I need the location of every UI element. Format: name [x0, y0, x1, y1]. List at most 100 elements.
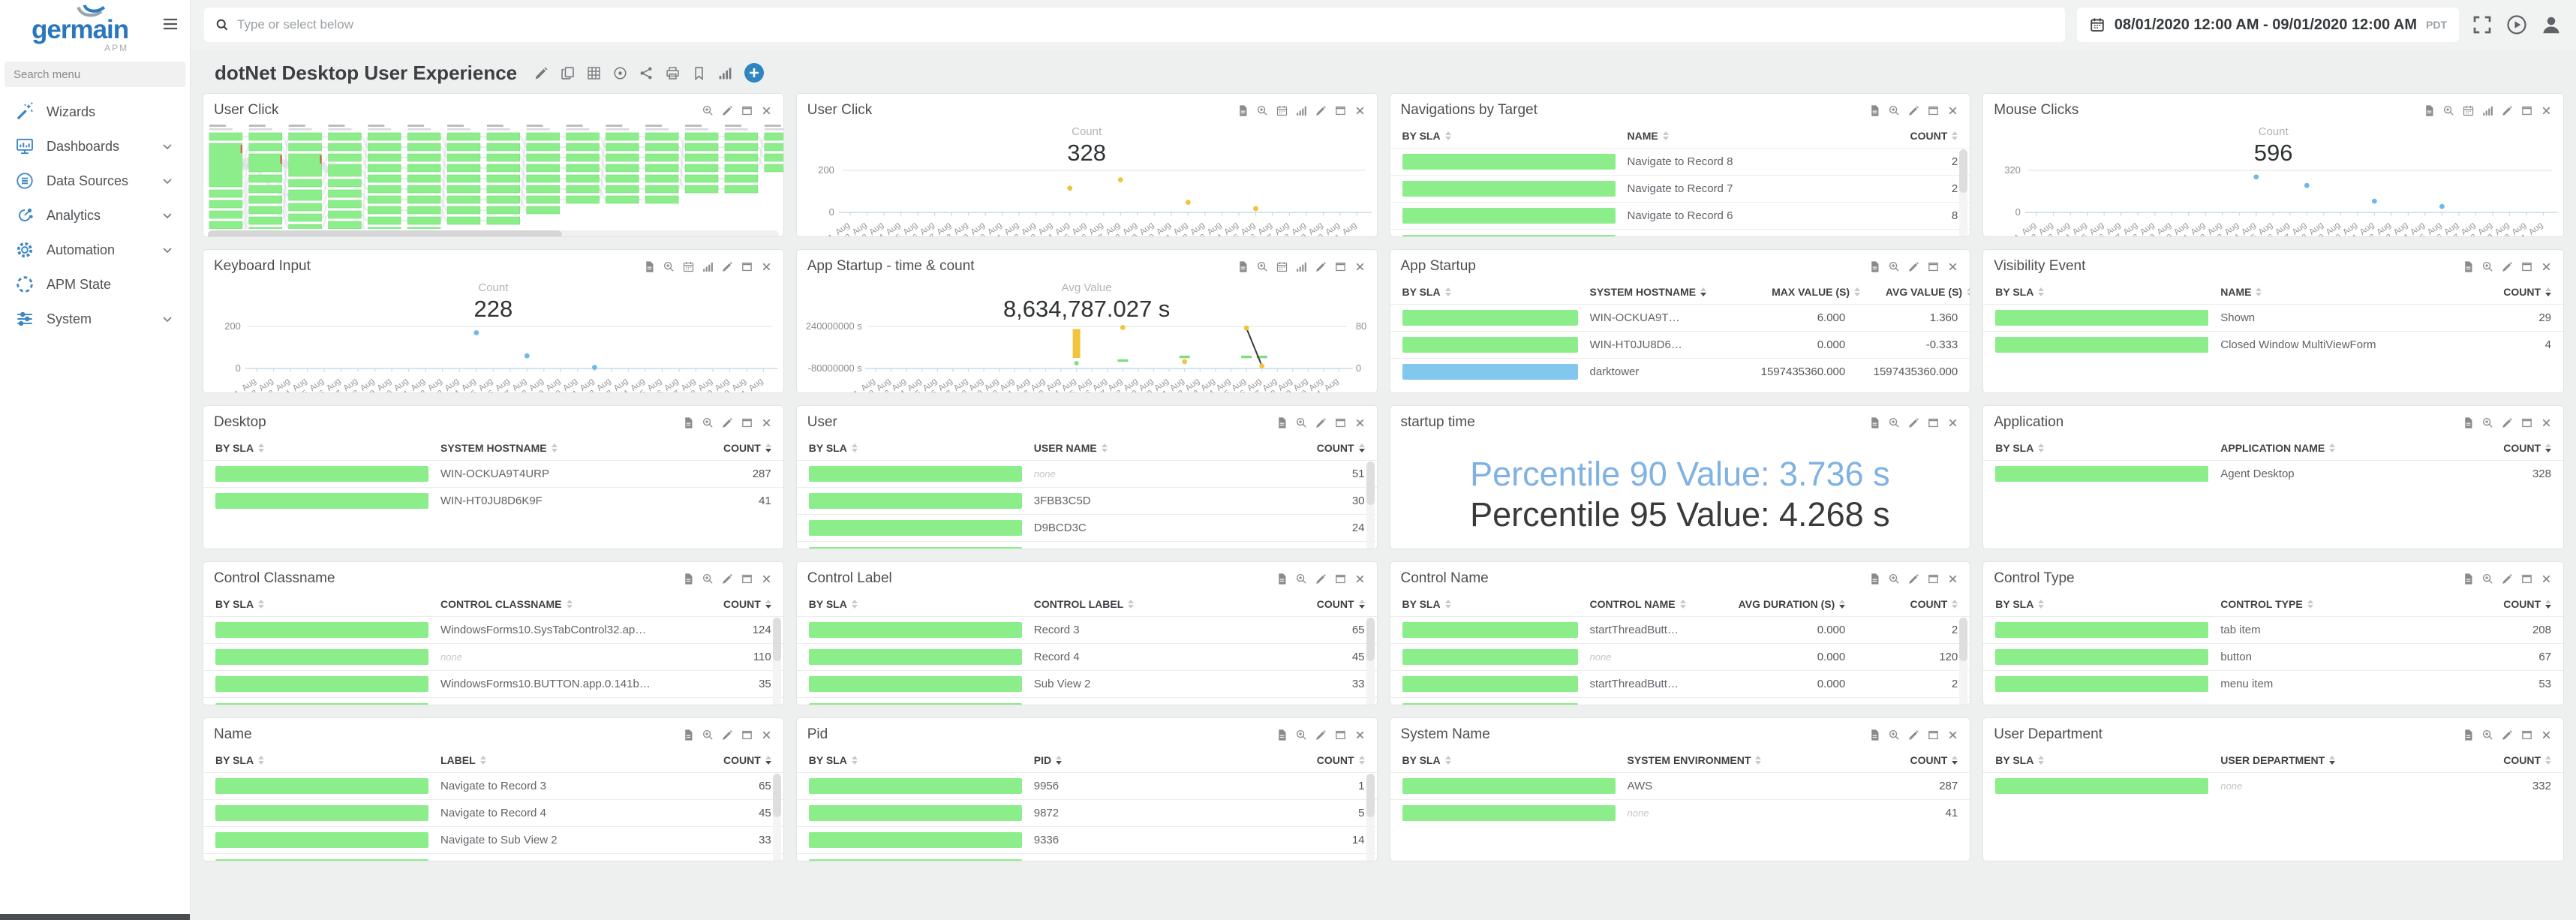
edit-icon[interactable] [1907, 729, 1920, 741]
share-icon[interactable] [639, 65, 654, 81]
column-header-avg-duration-s[interactable]: AVG DURATION (S) [1691, 598, 1846, 610]
close-icon[interactable] [1946, 729, 1959, 741]
column-header-count[interactable]: COUNT [1845, 754, 1958, 766]
sidebar-item-system[interactable]: System [0, 302, 190, 336]
column-header-control-type[interactable]: CONTROL TYPE [2220, 598, 2439, 610]
close-icon[interactable] [1354, 729, 1366, 741]
table-row[interactable]: Navigate to Record 6 8 [1390, 202, 1970, 229]
zoom-icon[interactable] [702, 416, 714, 429]
close-icon[interactable] [1946, 260, 1959, 273]
edit-icon[interactable] [1907, 104, 1920, 117]
window-icon[interactable] [1927, 104, 1940, 117]
csv-icon[interactable] [1868, 260, 1881, 273]
edit-icon[interactable] [1315, 416, 1327, 429]
table-row[interactable]: none 51 [796, 460, 1377, 487]
table-row[interactable]: none 41 [1390, 799, 1970, 826]
table-row[interactable]: Navigate to Record 7 2 [1390, 175, 1970, 202]
close-icon[interactable] [2540, 729, 2553, 741]
column-header-by-sla[interactable]: BY SLA [215, 754, 440, 766]
edit-icon[interactable] [1315, 104, 1327, 117]
edit-icon[interactable] [721, 416, 734, 429]
zoom-icon[interactable] [663, 260, 675, 273]
column-header-count[interactable]: COUNT [2439, 286, 2551, 298]
table-row[interactable]: WindowsForms10.BUTTON.app.0.141b42a_r12_… [203, 670, 783, 697]
window-icon[interactable] [741, 416, 753, 429]
window-icon[interactable] [1927, 416, 1940, 429]
zoom-icon[interactable] [1295, 573, 1308, 585]
column-header-control-label[interactable]: CONTROL LABEL [1034, 598, 1252, 610]
table-row[interactable]: Agent Desktop 328 [1983, 460, 2563, 487]
csv-icon[interactable] [643, 260, 656, 273]
sidebar-item-data-sources[interactable]: Data Sources [0, 164, 190, 198]
global-search-input[interactable]: Type or select below [204, 8, 2065, 42]
table-row[interactable]: 9956 1 [796, 772, 1377, 799]
csv-icon[interactable] [1868, 729, 1881, 741]
close-icon[interactable] [760, 416, 773, 429]
edit-icon[interactable] [1315, 260, 1327, 273]
edit-icon[interactable] [2501, 104, 2514, 117]
vertical-scrollbar[interactable] [772, 618, 781, 705]
zoom-icon[interactable] [2481, 260, 2494, 273]
column-header-system-environment[interactable]: SYSTEM ENVIRONMENT [1628, 754, 1846, 766]
close-icon[interactable] [2540, 416, 2553, 429]
vertical-scrollbar[interactable] [1959, 618, 1968, 705]
zoom-icon[interactable] [1256, 104, 1269, 117]
window-icon[interactable] [2520, 260, 2533, 273]
table-row[interactable]: 3FBB3C5D 30 [796, 487, 1377, 514]
column-header-control-name[interactable]: CONTROL NAME [1590, 598, 1692, 610]
zoom-icon[interactable] [1888, 573, 1901, 585]
window-icon[interactable] [1927, 729, 1940, 741]
sidebar-item-wizards[interactable]: Wizards [0, 95, 190, 129]
zoom-icon[interactable] [702, 573, 714, 585]
csv-icon[interactable] [2462, 573, 2475, 585]
calendar-icon[interactable] [1276, 104, 1288, 117]
column-header-count[interactable]: COUNT [1252, 598, 1365, 610]
csv-icon[interactable] [682, 573, 695, 585]
vertical-scrollbar[interactable] [1366, 618, 1375, 705]
grid-icon[interactable] [586, 65, 602, 81]
bars-icon[interactable] [1295, 104, 1308, 117]
edit-icon[interactable] [2501, 729, 2514, 741]
column-header-by-sla[interactable]: BY SLA [1402, 130, 1628, 142]
window-icon[interactable] [741, 573, 753, 585]
column-header-count[interactable]: COUNT [1845, 598, 1958, 610]
close-icon[interactable] [2540, 260, 2553, 273]
csv-icon[interactable] [2462, 729, 2475, 741]
window-icon[interactable] [741, 104, 753, 117]
table-row[interactable]: startThreadButton3 0.000 2 [1390, 670, 1970, 697]
edit-icon[interactable] [534, 65, 549, 81]
column-header-max-value-s[interactable]: MAX VALUE (S) [1706, 286, 1861, 298]
user-icon[interactable] [2540, 14, 2562, 36]
csv-icon[interactable] [1237, 260, 1249, 273]
close-icon[interactable] [1354, 260, 1366, 273]
column-header-count[interactable]: COUNT [659, 754, 771, 766]
close-icon[interactable] [760, 104, 773, 117]
table-row[interactable]: startThreadButton2 0.000 2 [1390, 616, 1970, 643]
table-row[interactable]: Closed Window MultiViewForm 4 [1983, 331, 2563, 358]
column-header-user-department[interactable]: USER DEPARTMENT [2220, 754, 2439, 766]
close-icon[interactable] [760, 729, 773, 741]
column-header-count[interactable]: COUNT [659, 442, 771, 454]
column-header-by-sla[interactable]: BY SLA [809, 754, 1034, 766]
table-row[interactable]: Record 3 65 [796, 616, 1377, 643]
date-range-picker[interactable]: 08/01/2020 12:00 AM - 09/01/2020 12:00 A… [2076, 8, 2459, 42]
close-icon[interactable] [760, 573, 773, 585]
column-header-by-sla[interactable]: BY SLA [1995, 442, 2220, 454]
edit-icon[interactable] [721, 573, 734, 585]
calendar-icon[interactable] [2462, 104, 2475, 117]
sidebar-item-automation[interactable]: Automation [0, 233, 190, 267]
column-header-system-hostname[interactable]: SYSTEM HOSTNAME [1590, 286, 1707, 298]
table-row[interactable]: none 0.000 120 [1390, 643, 1970, 670]
edit-icon[interactable] [1315, 573, 1327, 585]
table-row[interactable]: WIN-HT0JU8D6K9F 0.000 -0.333 [1390, 331, 1970, 358]
bars-icon[interactable] [702, 260, 714, 273]
table-row[interactable]: button 67 [1983, 643, 2563, 670]
csv-icon[interactable] [1868, 416, 1881, 429]
csv-icon[interactable] [1276, 416, 1288, 429]
column-header-count[interactable]: COUNT [1845, 130, 1958, 142]
bars-icon[interactable] [1295, 260, 1308, 273]
csv-icon[interactable] [682, 416, 695, 429]
zoom-icon[interactable] [2481, 729, 2494, 741]
column-header-pid[interactable]: PID [1034, 754, 1252, 766]
close-icon[interactable] [2540, 573, 2553, 585]
